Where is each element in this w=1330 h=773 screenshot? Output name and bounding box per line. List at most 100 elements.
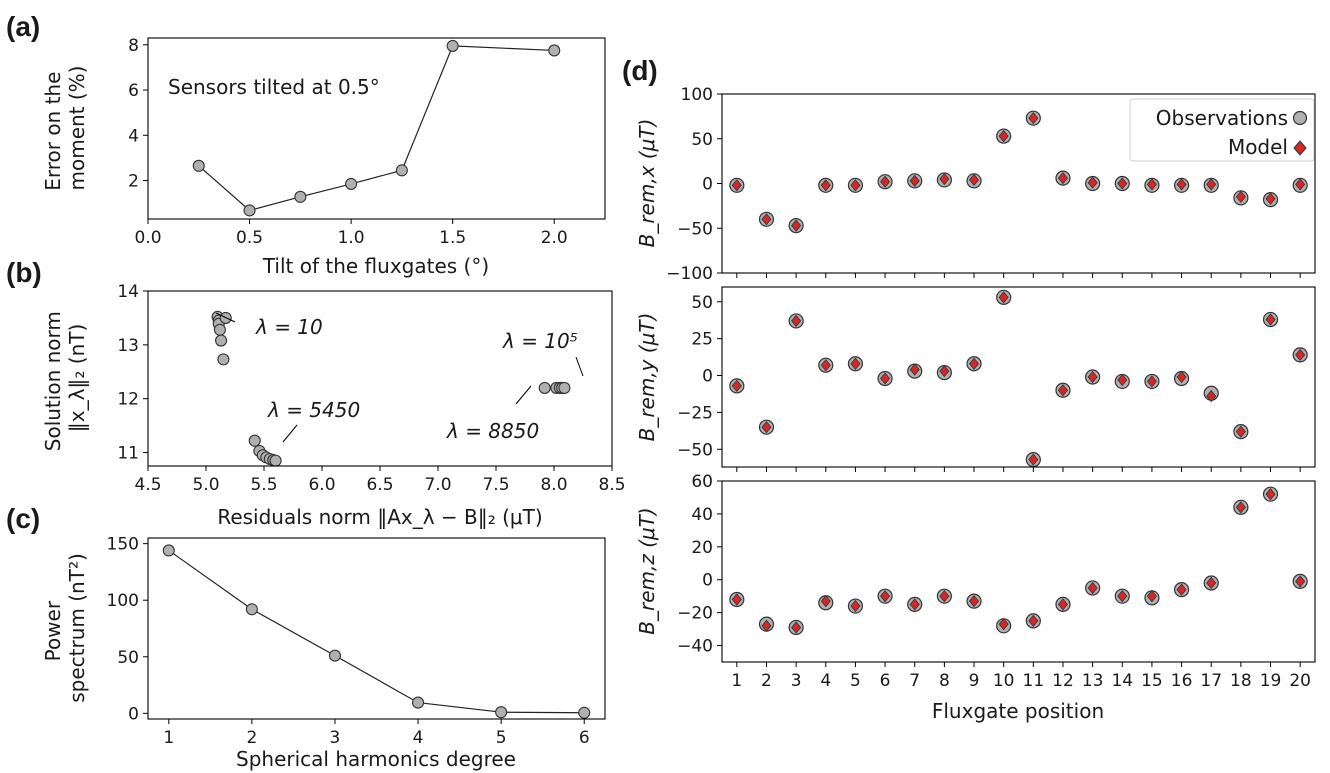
panel-a-error-vs-tilt: 0.0 0.5 1.0 1.5 2.0 2 4 6 8 Sensors tilted at 0.… <box>41 36 606 278</box>
panel-d-sub1-ytick-label: 0 <box>702 367 713 387</box>
legend-label-model: Model <box>1228 135 1288 159</box>
panel-c-ylabel-line2: spectrum (nT²) <box>65 553 89 703</box>
panel-d-sub2-xtick-label: 13 <box>1082 671 1104 691</box>
panel-a-xtick-label: 2.0 <box>541 228 568 248</box>
panel-d-model-point <box>1206 390 1217 403</box>
panel-a-xtick-label: 1.5 <box>439 228 466 248</box>
panel-c-xtick-label: 3 <box>330 728 341 748</box>
panel-c-power-spectrum: 1 2 3 4 5 6 0 50 100 150 Spherical harmonics degr… <box>41 535 606 771</box>
panel-d-sub2-xtick-label: 6 <box>880 671 891 691</box>
panel-b-leader-5450 <box>282 424 298 443</box>
panel-d-sub2-xtick-label: 10 <box>993 671 1015 691</box>
panel-d-model-point <box>1176 178 1187 191</box>
panel-d-sub2-xtick-label: 14 <box>1111 671 1133 691</box>
panel-b-ytick-label: 13 <box>117 336 139 356</box>
panel-a-annotation: Sensors tilted at 0.5° <box>168 75 380 99</box>
panel-c-ytick-label: 100 <box>107 591 139 611</box>
panel-d-model-point <box>1235 501 1246 514</box>
panel-d-z-ticks: 1 2 3 4 5 6 7 8 9 10 11 12 13 14 15 16 17 18 19 20−40−20020… <box>677 472 1311 691</box>
panel-d-model-point <box>761 213 772 226</box>
panel-d-x-series <box>729 110 1308 234</box>
panel-d-model-point <box>1057 598 1068 611</box>
panel-d-model-point <box>909 363 920 376</box>
panel-b-ytick-label: 14 <box>117 282 139 302</box>
panel-d-model-point <box>791 219 802 232</box>
panel-d-model-point <box>1295 575 1306 588</box>
panel-b-leader-8850 <box>515 385 532 405</box>
panel-b-point <box>215 334 228 347</box>
panel-d-model-point <box>1028 614 1039 627</box>
panel-d-model-point <box>820 179 831 192</box>
panel-a-ticks: 0.0 0.5 1.0 1.5 2.0 2 4 6 8 <box>128 36 568 248</box>
panel-a-point <box>548 44 561 57</box>
panel-d-sub1-ytick-label: −50 <box>677 440 713 460</box>
panel-a-xtick-label: 0.0 <box>134 228 161 248</box>
panel-c-point <box>162 544 175 557</box>
panel-d-model-point <box>1057 384 1068 397</box>
panel-d-model-point <box>1176 370 1187 384</box>
panel-d-sub2-xtick-label: 16 <box>1171 671 1193 691</box>
panel-d-model-point <box>850 599 861 613</box>
panel-a-ytick-label: 8 <box>128 36 139 56</box>
panel-d-subplot-y: −50 −25 0 25 50 B_rem,y (μT) <box>635 286 1316 472</box>
panel-b-xtick-label: 8.5 <box>598 475 625 495</box>
panel-b-point <box>558 381 571 394</box>
panel-d-model-point <box>969 594 980 608</box>
panel-b-annotation-10: λ = 10 <box>255 315 323 339</box>
panel-a-xlabel: Tilt of the fluxgates (°) <box>262 254 489 278</box>
panel-d-x-ylabel: B_rem,x (μT) <box>635 119 659 248</box>
panel-d-model-point <box>909 598 920 611</box>
panel-d-sub0-ytick-label: −100 <box>666 264 713 284</box>
panel-d-model-point <box>761 421 772 434</box>
panel-label-a: (a) <box>6 11 40 42</box>
panel-d-z-ylabel: B_rem,z (μT) <box>635 507 659 635</box>
panel-d-sub2-ytick-label: −20 <box>677 604 713 624</box>
panel-a-ytick-label: 4 <box>128 126 139 146</box>
panel-b-l-curve: 4.5 5.0 5.5 6.0 6.5 7.0 7.5 8.0 8.5 11 12 13 14 λ = … <box>41 282 626 529</box>
panel-a-point <box>243 204 256 217</box>
panel-d-sub2-ytick-label: 40 <box>691 505 713 525</box>
panel-a-point <box>345 177 358 190</box>
panel-a-ytick-label: 2 <box>128 172 139 192</box>
panel-d-sub2-xtick-label: 2 <box>761 671 772 691</box>
panel-label-b: (b) <box>6 257 42 288</box>
panel-d-model-point <box>731 179 742 192</box>
panel-d-sub2-xtick-label: 7 <box>909 671 920 691</box>
panel-d-sub0-ytick-label: 50 <box>691 130 713 150</box>
panel-d-model-point <box>1146 590 1157 603</box>
panel-a-point <box>192 159 205 172</box>
legend-marker-observations <box>1292 110 1308 126</box>
panel-d-model-point <box>939 364 950 378</box>
panel-d-sub2-ytick-label: −40 <box>677 637 713 657</box>
panel-d-x-frame <box>721 93 1316 274</box>
panel-d-xlabel: Fluxgate position <box>932 699 1104 723</box>
panel-d-sub1-ytick-label: 25 <box>691 330 713 350</box>
panel-d-model-point <box>998 618 1009 631</box>
legend-label-observations: Observations <box>1156 106 1288 130</box>
panel-d-sub0-ytick-label: 100 <box>681 85 713 105</box>
panel-d-model-point <box>850 357 861 370</box>
panel-d-legend: Observations Model <box>1129 98 1315 162</box>
panel-b-xtick-label: 5.0 <box>192 475 219 495</box>
panel-b-leader-1e5 <box>575 356 584 377</box>
panel-b-annotation-8850: λ = 8850 <box>446 419 539 443</box>
panel-d-model-point <box>880 590 891 603</box>
panel-b-point <box>213 323 226 336</box>
panel-a-xtick-label: 0.5 <box>236 228 263 248</box>
panel-d-sub2-xtick-label: 19 <box>1260 671 1282 691</box>
panel-d-model-point <box>998 129 1009 143</box>
legend-box <box>1129 98 1315 162</box>
panel-b-annotation-1e5: λ = 10⁵ <box>502 329 578 353</box>
panel-b-xtick-label: 4.5 <box>134 475 161 495</box>
panel-c-point <box>411 696 425 709</box>
panel-b-xtick-label: 7.5 <box>482 475 509 495</box>
panel-d-model-point <box>909 174 920 187</box>
panel-b-xtick-label: 8.0 <box>540 475 567 495</box>
panel-d-sub2-xtick-label: 4 <box>820 671 831 691</box>
panel-b-ticks: 4.5 5.0 5.5 6.0 6.5 7.0 7.5 8.0 8.5 11 12 13 14 <box>117 282 625 495</box>
panel-d-model-point <box>850 179 861 192</box>
panel-d-model-point <box>1235 190 1246 204</box>
panel-d-model-point <box>1206 576 1217 590</box>
legend-marker-model <box>1293 140 1307 156</box>
